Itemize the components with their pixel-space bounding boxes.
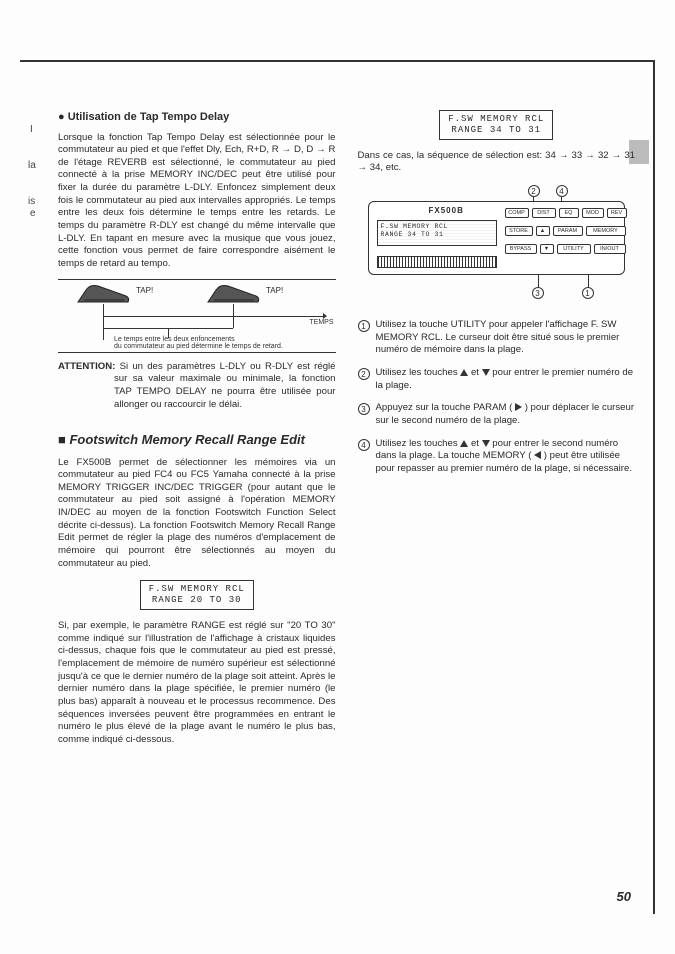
right-triangle-icon — [515, 403, 522, 411]
diagram-line — [103, 304, 104, 340]
device-btn-up: ▲ — [536, 226, 550, 236]
lcd-display: F.SW MEMORY RCL RANGE 20 TO 30 — [58, 580, 336, 610]
footswitch-icon — [206, 282, 261, 304]
step-text: Appuyez sur la touche PARAM ( ) pour dép… — [376, 402, 636, 427]
device-btn: UTILITY — [557, 244, 591, 254]
heading-tap-tempo: Utilisation de Tap Tempo Delay — [58, 110, 336, 125]
callout-3: 3 — [532, 287, 544, 300]
callout-4: 4 — [556, 185, 568, 198]
lcd-display: F.SW MEMORY RCL RANGE 34 TO 31 — [358, 110, 636, 140]
step-number: 4 — [358, 439, 370, 451]
lcd-screen: F.SW MEMORY RCL RANGE 20 TO 30 — [140, 580, 254, 610]
left-column: Utilisation de Tap Tempo Delay Lorsque l… — [58, 110, 336, 754]
callout-2: 2 — [528, 185, 540, 198]
paragraph: Lorsque la fonction Tap Tempo Delay est … — [58, 132, 336, 271]
step-number: 1 — [358, 320, 370, 332]
step-1: 1 Utilisez la touche UTILITY pour appele… — [358, 319, 636, 357]
device-btn: BYPASS — [505, 244, 537, 254]
cutoff-text: is — [28, 196, 35, 207]
lcd-screen: F.SW MEMORY RCL RANGE 34 TO 31 — [439, 110, 553, 140]
paragraph: Dans ce cas, la séquence de sélection es… — [358, 150, 636, 175]
device-btn: PARAM — [553, 226, 583, 236]
step-3: 3 Appuyez sur la touche PARAM ( ) pour d… — [358, 402, 636, 427]
device-decoration — [377, 256, 497, 268]
step-text: Utilisez les touches et pour entrer le s… — [376, 438, 636, 476]
content-columns: Utilisation de Tap Tempo Delay Lorsque l… — [58, 110, 635, 754]
device-btn: EQ — [559, 208, 579, 218]
device-btn: COMP — [505, 208, 529, 218]
device-diagram: 2 4 FX500B F.SW MEMORY RCL RANGE 34 TO 3… — [358, 185, 636, 305]
right-column: F.SW MEMORY RCL RANGE 34 TO 31 Dans ce c… — [358, 110, 636, 754]
footswitch-icon — [76, 282, 131, 304]
attention-text: Si un des paramètres L-DLY ou R-DLY est … — [114, 361, 336, 410]
device-btn: DIST — [532, 208, 556, 218]
device-btn-down: ▼ — [540, 244, 554, 254]
callout-1: 1 — [582, 287, 594, 300]
cutoff-text: la — [28, 160, 36, 171]
step-4: 4 Utilisez les touches et pour entrer le… — [358, 438, 636, 476]
tap-label: TAP! — [266, 286, 283, 297]
step-number: 2 — [358, 368, 370, 380]
step-number: 3 — [358, 403, 370, 415]
device-lcd: F.SW MEMORY RCL RANGE 34 TO 31 — [377, 220, 497, 246]
device-btn: MOD — [582, 208, 604, 218]
cutoff-text: e — [30, 208, 36, 219]
diagram-caption: Le temps entre les deux enfoncements du … — [114, 336, 304, 351]
device-btn: REV — [607, 208, 627, 218]
attention-note: ATTENTION: Si un des paramètres L-DLY ou… — [58, 361, 336, 412]
temps-label: TEMPS — [309, 318, 333, 327]
temps-arrow — [103, 316, 323, 317]
device-btn: IN/OUT — [594, 244, 626, 254]
fx500b-device: FX500B F.SW MEMORY RCL RANGE 34 TO 31 CO… — [368, 201, 626, 275]
paragraph: Si, par exemple, le paramètre RANGE est … — [58, 620, 336, 747]
tap-label: TAP! — [136, 286, 153, 297]
step-text: Utilisez la touche UTILITY pour appeler … — [376, 319, 636, 357]
cutoff-text: I — [30, 124, 33, 135]
tap-tempo-diagram: TAP! TAP! TEMPS Le temps entre les deux … — [58, 279, 336, 353]
device-model: FX500B — [429, 206, 464, 217]
device-btn: STORE — [505, 226, 533, 236]
down-triangle-icon — [482, 369, 490, 376]
step-2: 2 Utilisez les touches et pour entrer le… — [358, 367, 636, 392]
down-triangle-icon — [482, 440, 490, 447]
page-number: 50 — [617, 889, 631, 904]
step-text: Utilisez les touches et pour entrer le p… — [376, 367, 636, 392]
device-btn: MEMORY — [586, 226, 626, 236]
heading-footswitch-range: Footswitch Memory Recall Range Edit — [58, 431, 336, 448]
paragraph: Le FX500B permet de sélectionner les mém… — [58, 457, 336, 571]
attention-label: ATTENTION: — [58, 361, 115, 372]
